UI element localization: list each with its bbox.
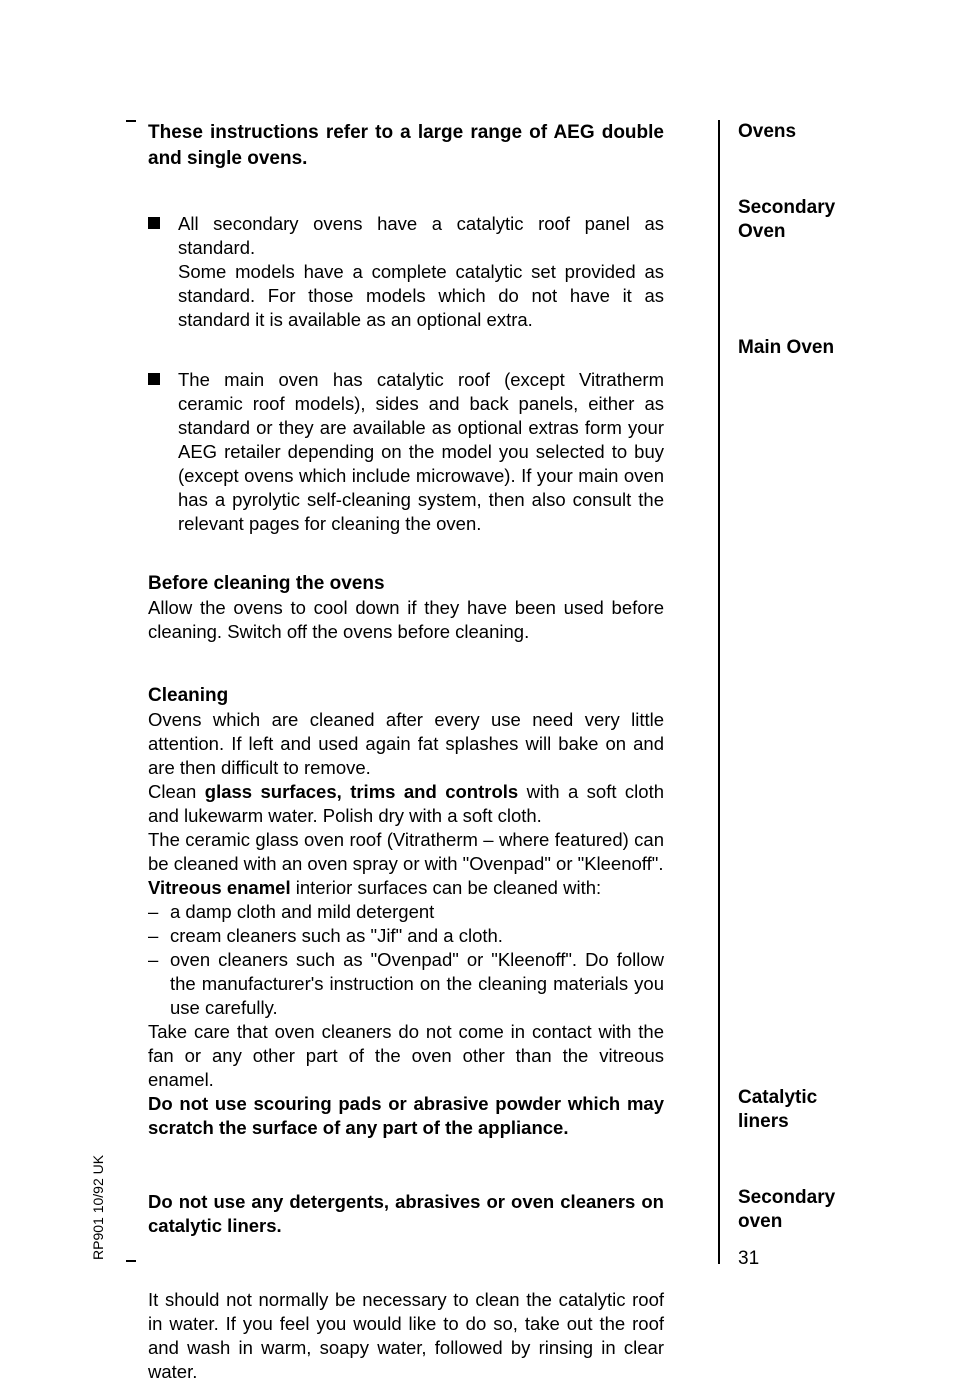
margin-heading-main-oven: Main Oven xyxy=(738,336,834,360)
intro-heading: These instructions refer to a large rang… xyxy=(148,120,664,172)
dash-icon: – xyxy=(148,900,170,924)
paragraph: Take care that oven cleaners do not come… xyxy=(148,1020,664,1092)
dash-item: –oven cleaners such as "Ovenpad" or "Kle… xyxy=(148,948,664,1020)
main-column: These instructions refer to a large rang… xyxy=(148,120,664,1384)
bullet-item: All secondary ovens have a catalytic roo… xyxy=(148,212,664,332)
paragraph: It should not normally be necessary to c… xyxy=(148,1288,664,1384)
margin-heading-secondary-oven-2: Secondary oven xyxy=(738,1186,868,1234)
dash-list: –a damp cloth and mild detergent –cream … xyxy=(148,900,664,1020)
page-content: These instructions refer to a large rang… xyxy=(148,120,858,1384)
margin-heading-catalytic-liners: Catalytic liners xyxy=(738,1086,868,1134)
vertical-rule-mark xyxy=(126,120,136,122)
text-run: interior surfaces can be cleaned with: xyxy=(291,877,602,898)
section-heading: Cleaning xyxy=(148,684,664,708)
bullet-item: The main oven has catalytic roof (except… xyxy=(148,368,664,536)
bold-run: glass surfaces, trims and controls xyxy=(205,781,518,802)
cleaning-section: Cleaning Ovens which are cleaned after e… xyxy=(148,684,664,1140)
paragraph: Ovens which are cleaned after every use … xyxy=(148,708,664,780)
margin-heading-ovens: Ovens xyxy=(738,120,796,144)
bullet-text: The main oven has catalytic roof (except… xyxy=(178,368,664,536)
paragraph: Vitreous enamel interior surfaces can be… xyxy=(148,876,664,900)
square-bullet-icon xyxy=(148,217,160,229)
margin-heading-secondary-oven: Secondary Oven xyxy=(738,196,868,244)
dash-text: oven cleaners such as "Ovenpad" or "Klee… xyxy=(170,948,664,1020)
bold-run: Vitreous enamel xyxy=(148,877,291,898)
secondary-oven-body: It should not normally be necessary to c… xyxy=(148,1288,664,1384)
spine-code: RP901 10/92 UK xyxy=(90,1260,195,1276)
section-heading: Before cleaning the ovens xyxy=(148,572,664,596)
paragraph: The ceramic glass oven roof (Vitratherm … xyxy=(148,828,664,876)
dash-text: a damp cloth and mild detergent xyxy=(170,900,664,924)
page-number: 31 xyxy=(738,1248,759,1270)
before-cleaning-section: Before cleaning the ovens Allow the oven… xyxy=(148,572,664,644)
bullet-text: All secondary ovens have a catalytic roo… xyxy=(178,212,664,332)
dash-item: –a damp cloth and mild detergent xyxy=(148,900,664,924)
dash-icon: – xyxy=(148,924,170,948)
paragraph: Allow the ovens to cool down if they hav… xyxy=(148,596,664,644)
dash-item: –cream cleaners such as "Jif" and a clot… xyxy=(148,924,664,948)
warning-bold: Do not use scouring pads or abrasive pow… xyxy=(148,1092,664,1140)
text-run: Clean xyxy=(148,781,205,802)
square-bullet-icon xyxy=(148,373,160,385)
dash-icon: – xyxy=(148,948,170,1020)
warning-bold: Do not use any detergents, abrasives or … xyxy=(148,1190,664,1238)
catalytic-warning: Do not use any detergents, abrasives or … xyxy=(148,1190,664,1238)
paragraph: Clean glass surfaces, trims and controls… xyxy=(148,780,664,828)
dash-text: cream cleaners such as "Jif" and a cloth… xyxy=(170,924,664,948)
spine-code-text: RP901 10/92 UK xyxy=(90,1155,106,1260)
